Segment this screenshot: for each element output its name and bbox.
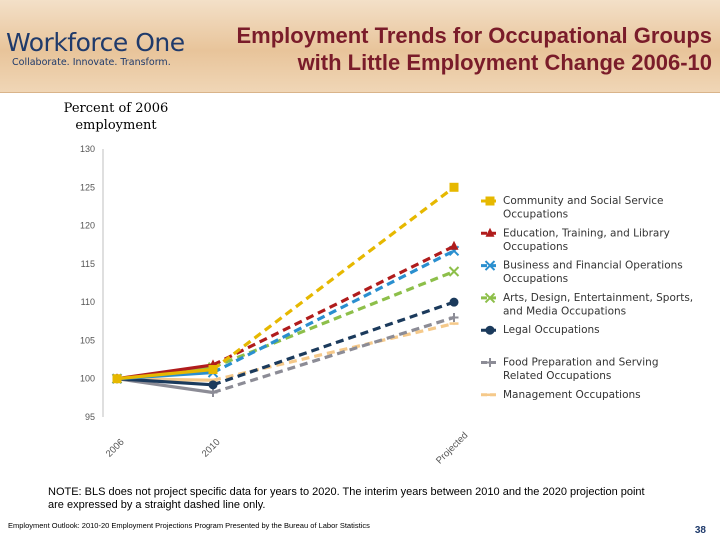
legend-label: Community and Social Service [503,195,663,207]
title-line-2: with Little Employment Change 2006-10 [297,50,712,75]
data-point [449,240,459,250]
series-line-projected [212,186,455,371]
y-tick-label: 130 [80,144,95,154]
data-point [449,312,459,322]
logo-tagline: Collaborate. Innovate. Transform. [12,57,171,68]
data-point [449,182,459,192]
workforce-one-logo: Workforce One Collaborate. Innovate. Tra… [6,24,186,74]
legend-label: Food Preparation and Serving [503,357,659,369]
y-tick-label: 125 [80,182,95,192]
header-banner: Workforce One Collaborate. Innovate. Tra… [0,0,720,93]
legend-marker [485,196,495,206]
footer-source: Employment Outlook: 2010-20 Employment P… [8,521,370,530]
y-tick-label: 95 [85,412,95,422]
legend-label: Education, Training, and Library [503,227,670,239]
series-line-projected [212,244,455,367]
projection-note: NOTE: BLS does not project specific data… [48,486,645,511]
legend-marker [484,292,496,304]
y-tick-label: 120 [80,221,95,231]
x-tick-label: Projected [434,430,470,466]
series-line-solid [116,377,214,387]
slide-title: Employment Trends for Occupational Group… [172,22,712,76]
y-tick-label: 115 [81,259,95,269]
x-tick-label: 2010 [200,437,223,460]
y-tick-label: 105 [80,335,95,345]
series-line-projected [212,300,455,387]
data-point [112,374,122,384]
y-tick-label: 100 [80,374,95,384]
legend-label: Occupations [503,273,568,285]
series-line-projected [212,249,455,375]
data-point [208,365,218,375]
legend-label: Arts, Design, Entertainment, Sports, [503,292,693,304]
y-tick-label: 110 [81,297,95,307]
legend-label: Occupations [503,209,568,221]
x-tick-label: 2006 [104,437,127,460]
legend-marker [484,260,496,271]
data-point [208,387,218,397]
series-line-solid [116,367,214,381]
data-point [449,297,459,307]
legend-label: Occupations [503,241,568,253]
data-point [208,380,218,390]
legend-label: Business and Financial Operations [503,260,683,272]
legend-marker [485,358,495,367]
legend-label: and Media Occupations [503,305,626,317]
series-line-projected [212,315,455,395]
legend-label: Management Occupations [503,389,641,401]
legend-label: Legal Occupations [503,324,600,336]
legend-marker [485,227,495,237]
data-point [448,266,460,277]
legend-label: Related Occupations [503,370,611,382]
page-number: 38 [694,525,706,536]
legend-marker [485,325,495,335]
title-line-1: Employment Trends for Occupational Group… [236,23,712,48]
logo-name: Workforce One [6,28,185,57]
y-axis-label: Percent of 2006 employment [63,101,169,133]
